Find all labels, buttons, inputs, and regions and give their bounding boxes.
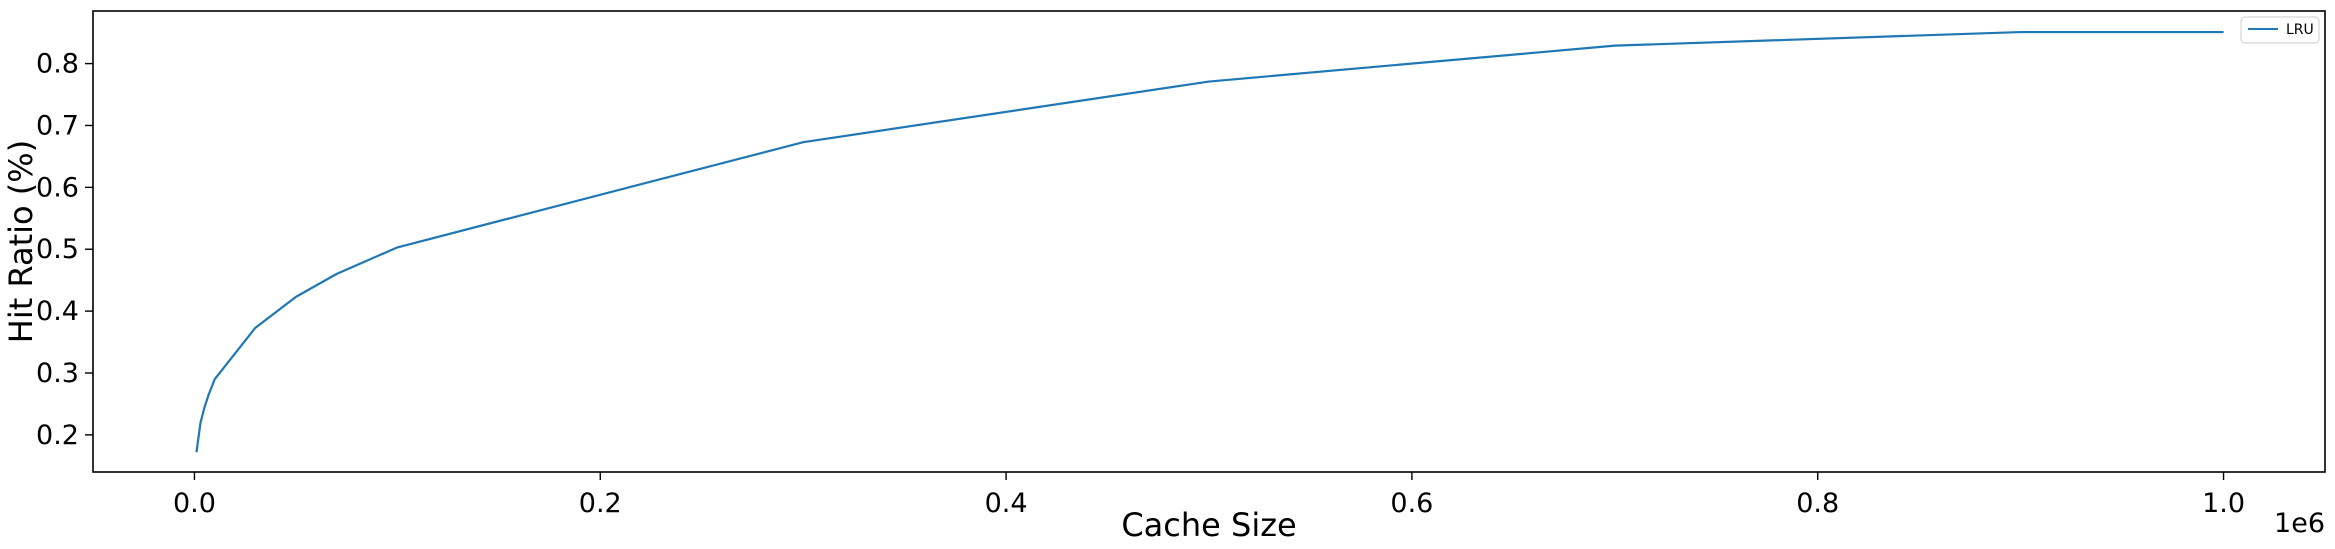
x-axis-label: Cache Size (1121, 506, 1296, 544)
y-axis-label: Hit Ratio (%) (2, 140, 40, 343)
x-tick-label: 0.8 (1796, 488, 1839, 519)
y-tick-label: 0.8 (36, 49, 79, 80)
y-tick-label: 0.5 (36, 234, 79, 265)
legend-box (2240, 16, 2320, 44)
y-tick-label: 0.3 (36, 358, 79, 389)
y-tick-label: 0.6 (36, 172, 79, 203)
plot-frame (92, 10, 2326, 473)
x-tick-label: 0.4 (985, 488, 1028, 519)
y-tick-label: 0.2 (36, 420, 79, 451)
y-tick-label: 0.7 (36, 110, 79, 141)
y-tick-label: 0.4 (36, 296, 79, 327)
legend: LRU (2240, 16, 2320, 44)
x-axis-ticks: 0.0 0.2 0.4 0.6 0.8 1.0 (173, 472, 2245, 519)
x-tick-label: 0.6 (1390, 488, 1433, 519)
x-tick-label: 1.0 (2202, 488, 2245, 519)
series-layer (195, 30, 2224, 453)
x-tick-label: 0.0 (173, 488, 216, 519)
y-axis-ticks: 0.2 0.3 0.4 0.5 0.6 0.7 0.8 (36, 49, 93, 451)
legend-entry-lru: LRU (2286, 22, 2314, 38)
series-line-lru (195, 30, 2224, 453)
x-axis-offset-label: 1e6 (2274, 508, 2325, 539)
x-tick-label: 0.2 (579, 488, 622, 519)
